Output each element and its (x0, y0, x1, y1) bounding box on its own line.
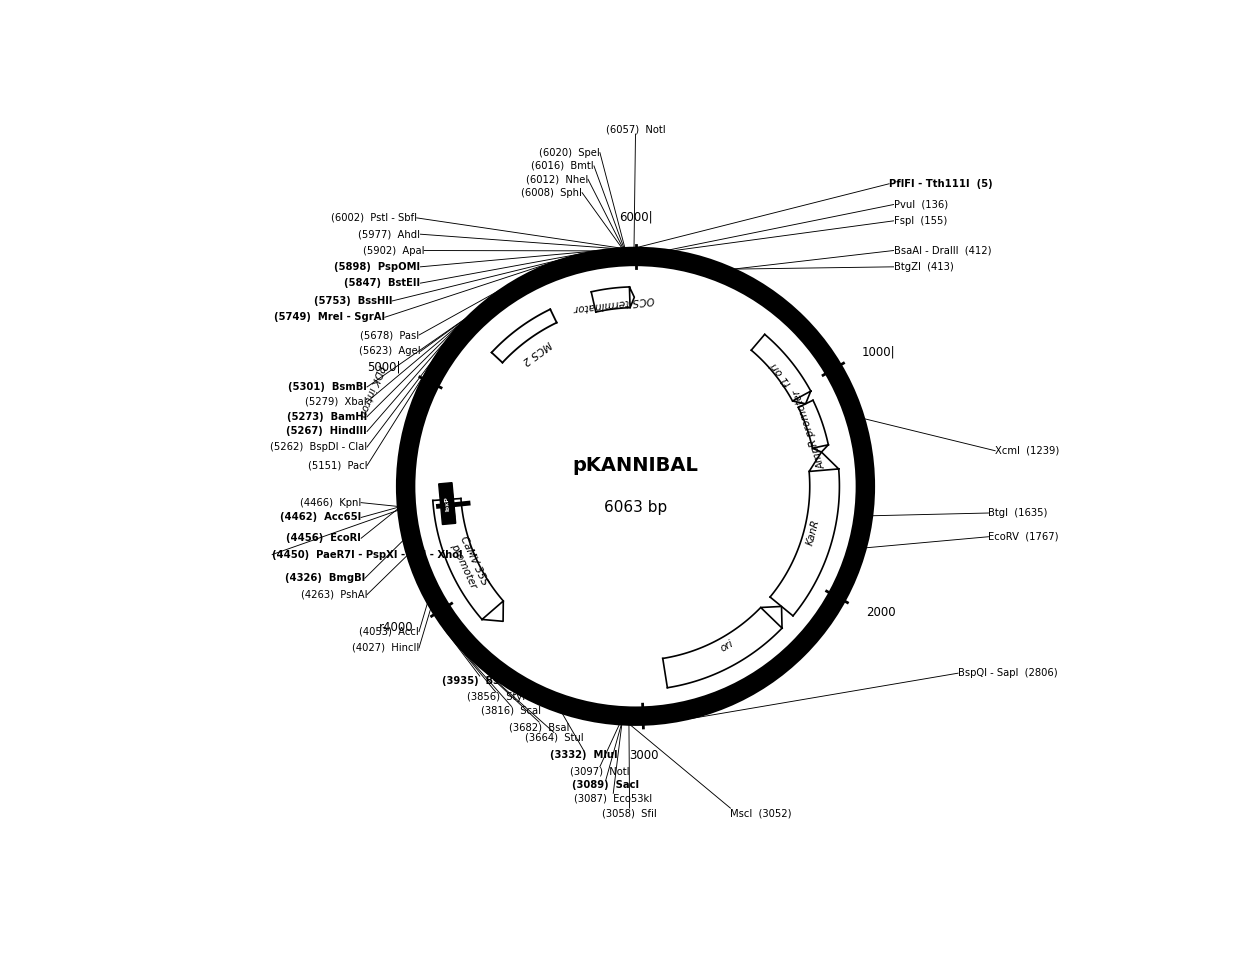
Text: (5151)  PacI: (5151) PacI (308, 460, 367, 471)
Text: (5273)  BamHI: (5273) BamHI (286, 411, 367, 422)
FancyBboxPatch shape (439, 482, 456, 525)
Text: (5847)  BstEII: (5847) BstEII (345, 278, 420, 288)
Text: MCS 2: MCS 2 (521, 339, 553, 367)
Text: (4053)  AccI: (4053) AccI (360, 627, 419, 637)
Text: BtgZI  (413): BtgZI (413) (894, 262, 954, 272)
Text: 6063 bp: 6063 bp (604, 500, 667, 514)
Text: BspQI - SapI  (2806): BspQI - SapI (2806) (959, 668, 1058, 678)
Text: (3856)  StyI: (3856) StyI (467, 692, 526, 702)
Text: (4326)  BmgBI: (4326) BmgBI (285, 573, 365, 584)
Text: PvuI  (136): PvuI (136) (894, 199, 947, 210)
Polygon shape (792, 391, 811, 403)
Polygon shape (812, 445, 828, 452)
Text: 1000|: 1000| (862, 346, 895, 359)
Text: (5279)  XbaI: (5279) XbaI (305, 397, 367, 406)
Text: AmpR promoter: AmpR promoter (792, 388, 828, 470)
Polygon shape (810, 452, 838, 472)
Text: (6012)  NheI: (6012) NheI (526, 174, 588, 184)
Text: OCS terminator: OCS terminator (574, 294, 655, 313)
Text: r4000: r4000 (379, 621, 413, 635)
Text: (3935)  BsaBI: (3935) BsaBI (443, 676, 517, 687)
Text: (6020)  SpeI: (6020) SpeI (539, 147, 600, 158)
Text: KanR: KanR (805, 518, 822, 547)
Text: (3664)  StuI: (3664) StuI (525, 733, 583, 742)
Polygon shape (799, 401, 828, 448)
Text: (6057)  NotI: (6057) NotI (605, 124, 666, 134)
Text: (3682)  BsaI: (3682) BsaI (508, 722, 569, 732)
Text: (4450)  PaeR7I - PspXI - TliI - XhoI: (4450) PaeR7I - PspXI - TliI - XhoI (272, 550, 463, 560)
Text: (6016)  BmtI: (6016) BmtI (532, 161, 594, 171)
Text: (5977)  AhdI: (5977) AhdI (358, 229, 420, 239)
Polygon shape (482, 601, 503, 621)
Polygon shape (751, 334, 811, 401)
Text: XcmI  (1239): XcmI (1239) (996, 446, 1059, 455)
Polygon shape (662, 609, 781, 688)
Polygon shape (591, 287, 630, 312)
Text: FspI  (155): FspI (155) (894, 216, 947, 226)
Polygon shape (630, 287, 635, 308)
Text: (3332)  MluI: (3332) MluI (549, 750, 618, 761)
Text: 6000|: 6000| (619, 210, 652, 223)
Text: (6008)  SphI: (6008) SphI (521, 188, 582, 197)
Text: (5753)  BssHII: (5753) BssHII (314, 296, 392, 306)
Text: BsaAI - DraIII  (412): BsaAI - DraIII (412) (894, 246, 991, 255)
Text: ori: ori (718, 638, 735, 654)
Text: pKANNIBAL: pKANNIBAL (573, 456, 698, 475)
Text: (3087)  Eco53kI: (3087) Eco53kI (574, 794, 652, 803)
Text: BtgI  (1635): BtgI (1635) (988, 508, 1048, 518)
Text: (3097)  NotI: (3097) NotI (570, 767, 630, 776)
Text: (4027)  HincII: (4027) HincII (352, 643, 419, 653)
Text: loxP: loxP (444, 496, 450, 511)
Text: (3816)  ScaI: (3816) ScaI (481, 706, 541, 716)
Text: (3058)  SfiI: (3058) SfiI (603, 808, 657, 819)
Polygon shape (770, 471, 839, 616)
Text: CaMV 35S
promoter: CaMV 35S promoter (448, 534, 490, 592)
Text: 2000: 2000 (867, 607, 897, 619)
Text: f1 ori: f1 ori (769, 360, 794, 387)
Text: (4263)  PshAI: (4263) PshAI (300, 589, 367, 600)
Text: (5623)  AgeI: (5623) AgeI (358, 347, 420, 356)
Text: EcoRV  (1767): EcoRV (1767) (988, 532, 1059, 542)
Text: 5000|: 5000| (367, 361, 401, 374)
Text: (4456)  EcoRI: (4456) EcoRI (286, 534, 361, 543)
Text: (4466)  KpnI: (4466) KpnI (300, 498, 361, 508)
Text: (6002)  PstI - SbfI: (6002) PstI - SbfI (331, 213, 417, 222)
Text: 3000: 3000 (630, 749, 658, 763)
Text: (5898)  PspOMI: (5898) PspOMI (335, 262, 420, 272)
Text: PflFI - Tth111I  (5): PflFI - Tth111I (5) (889, 179, 993, 189)
Text: (5267)  HindIII: (5267) HindIII (286, 427, 367, 436)
Text: (5678)  PasI: (5678) PasI (360, 330, 419, 340)
Text: (3089)  SacI: (3089) SacI (573, 780, 640, 790)
Polygon shape (433, 499, 502, 618)
Text: (4462)  Acc65I: (4462) Acc65I (280, 512, 361, 523)
Text: (5301)  BsmBI: (5301) BsmBI (288, 382, 367, 392)
Text: (5262)  BspDI - ClaI: (5262) BspDI - ClaI (270, 442, 367, 452)
Polygon shape (760, 607, 782, 628)
Text: (5902)  ApaI: (5902) ApaI (362, 246, 424, 255)
Text: MscI  (3052): MscI (3052) (730, 808, 792, 819)
Text: (5749)  MreI - SgrAI: (5749) MreI - SgrAI (274, 312, 384, 323)
Text: PDK intron: PDK intron (357, 363, 386, 418)
